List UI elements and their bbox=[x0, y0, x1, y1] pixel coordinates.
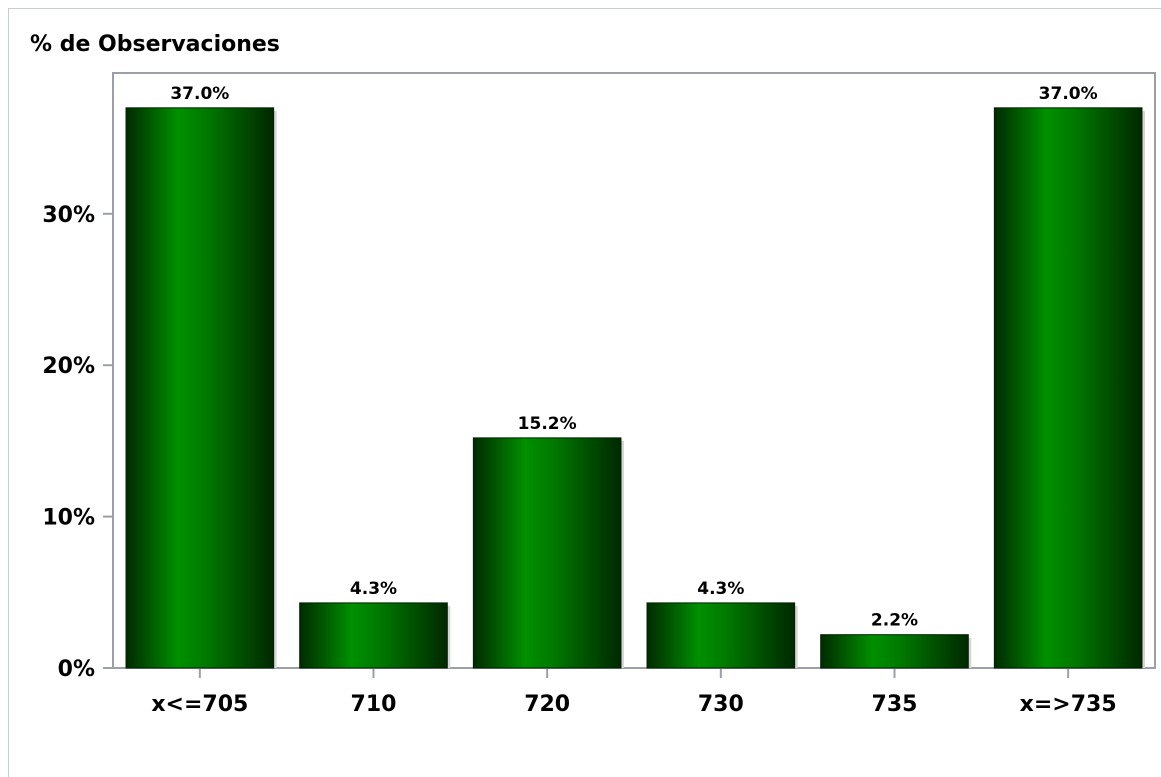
y-tick-label: 10% bbox=[42, 506, 95, 531]
y-tick-label: 0% bbox=[58, 657, 95, 682]
x-tick-label: 720 bbox=[524, 692, 570, 717]
data-label: 4.3% bbox=[350, 579, 397, 599]
x-tick-label: 730 bbox=[698, 692, 744, 717]
y-tick-label: 20% bbox=[42, 354, 95, 379]
chart-title: % de Observaciones bbox=[30, 32, 280, 57]
y-tick-label: 30% bbox=[42, 203, 95, 228]
bar bbox=[646, 602, 796, 669]
bar bbox=[299, 602, 448, 669]
bar bbox=[820, 634, 969, 669]
data-label: 37.0% bbox=[1039, 84, 1098, 104]
data-label: 37.0% bbox=[170, 84, 229, 104]
x-tick-label: x=>735 bbox=[1020, 692, 1117, 717]
y-axis: 0% 10% 20% 30% bbox=[42, 203, 113, 682]
bar bbox=[993, 107, 1143, 669]
data-label: 4.3% bbox=[697, 579, 744, 599]
x-tick-label: x<=705 bbox=[151, 692, 248, 717]
bars bbox=[125, 107, 1145, 669]
bar bbox=[125, 107, 275, 669]
x-tick-label: 735 bbox=[872, 692, 918, 717]
plot-area bbox=[112, 72, 1156, 669]
bar bbox=[472, 437, 622, 669]
x-axis: x<=705 710 720 730 735 x=>735 bbox=[151, 668, 1117, 717]
data-labels: 37.0% 4.3% 15.2% 4.3% 2.2% 37.0% bbox=[170, 84, 1097, 631]
data-label: 2.2% bbox=[871, 611, 918, 631]
data-label: 15.2% bbox=[518, 414, 577, 434]
x-tick-label: 710 bbox=[351, 692, 397, 717]
